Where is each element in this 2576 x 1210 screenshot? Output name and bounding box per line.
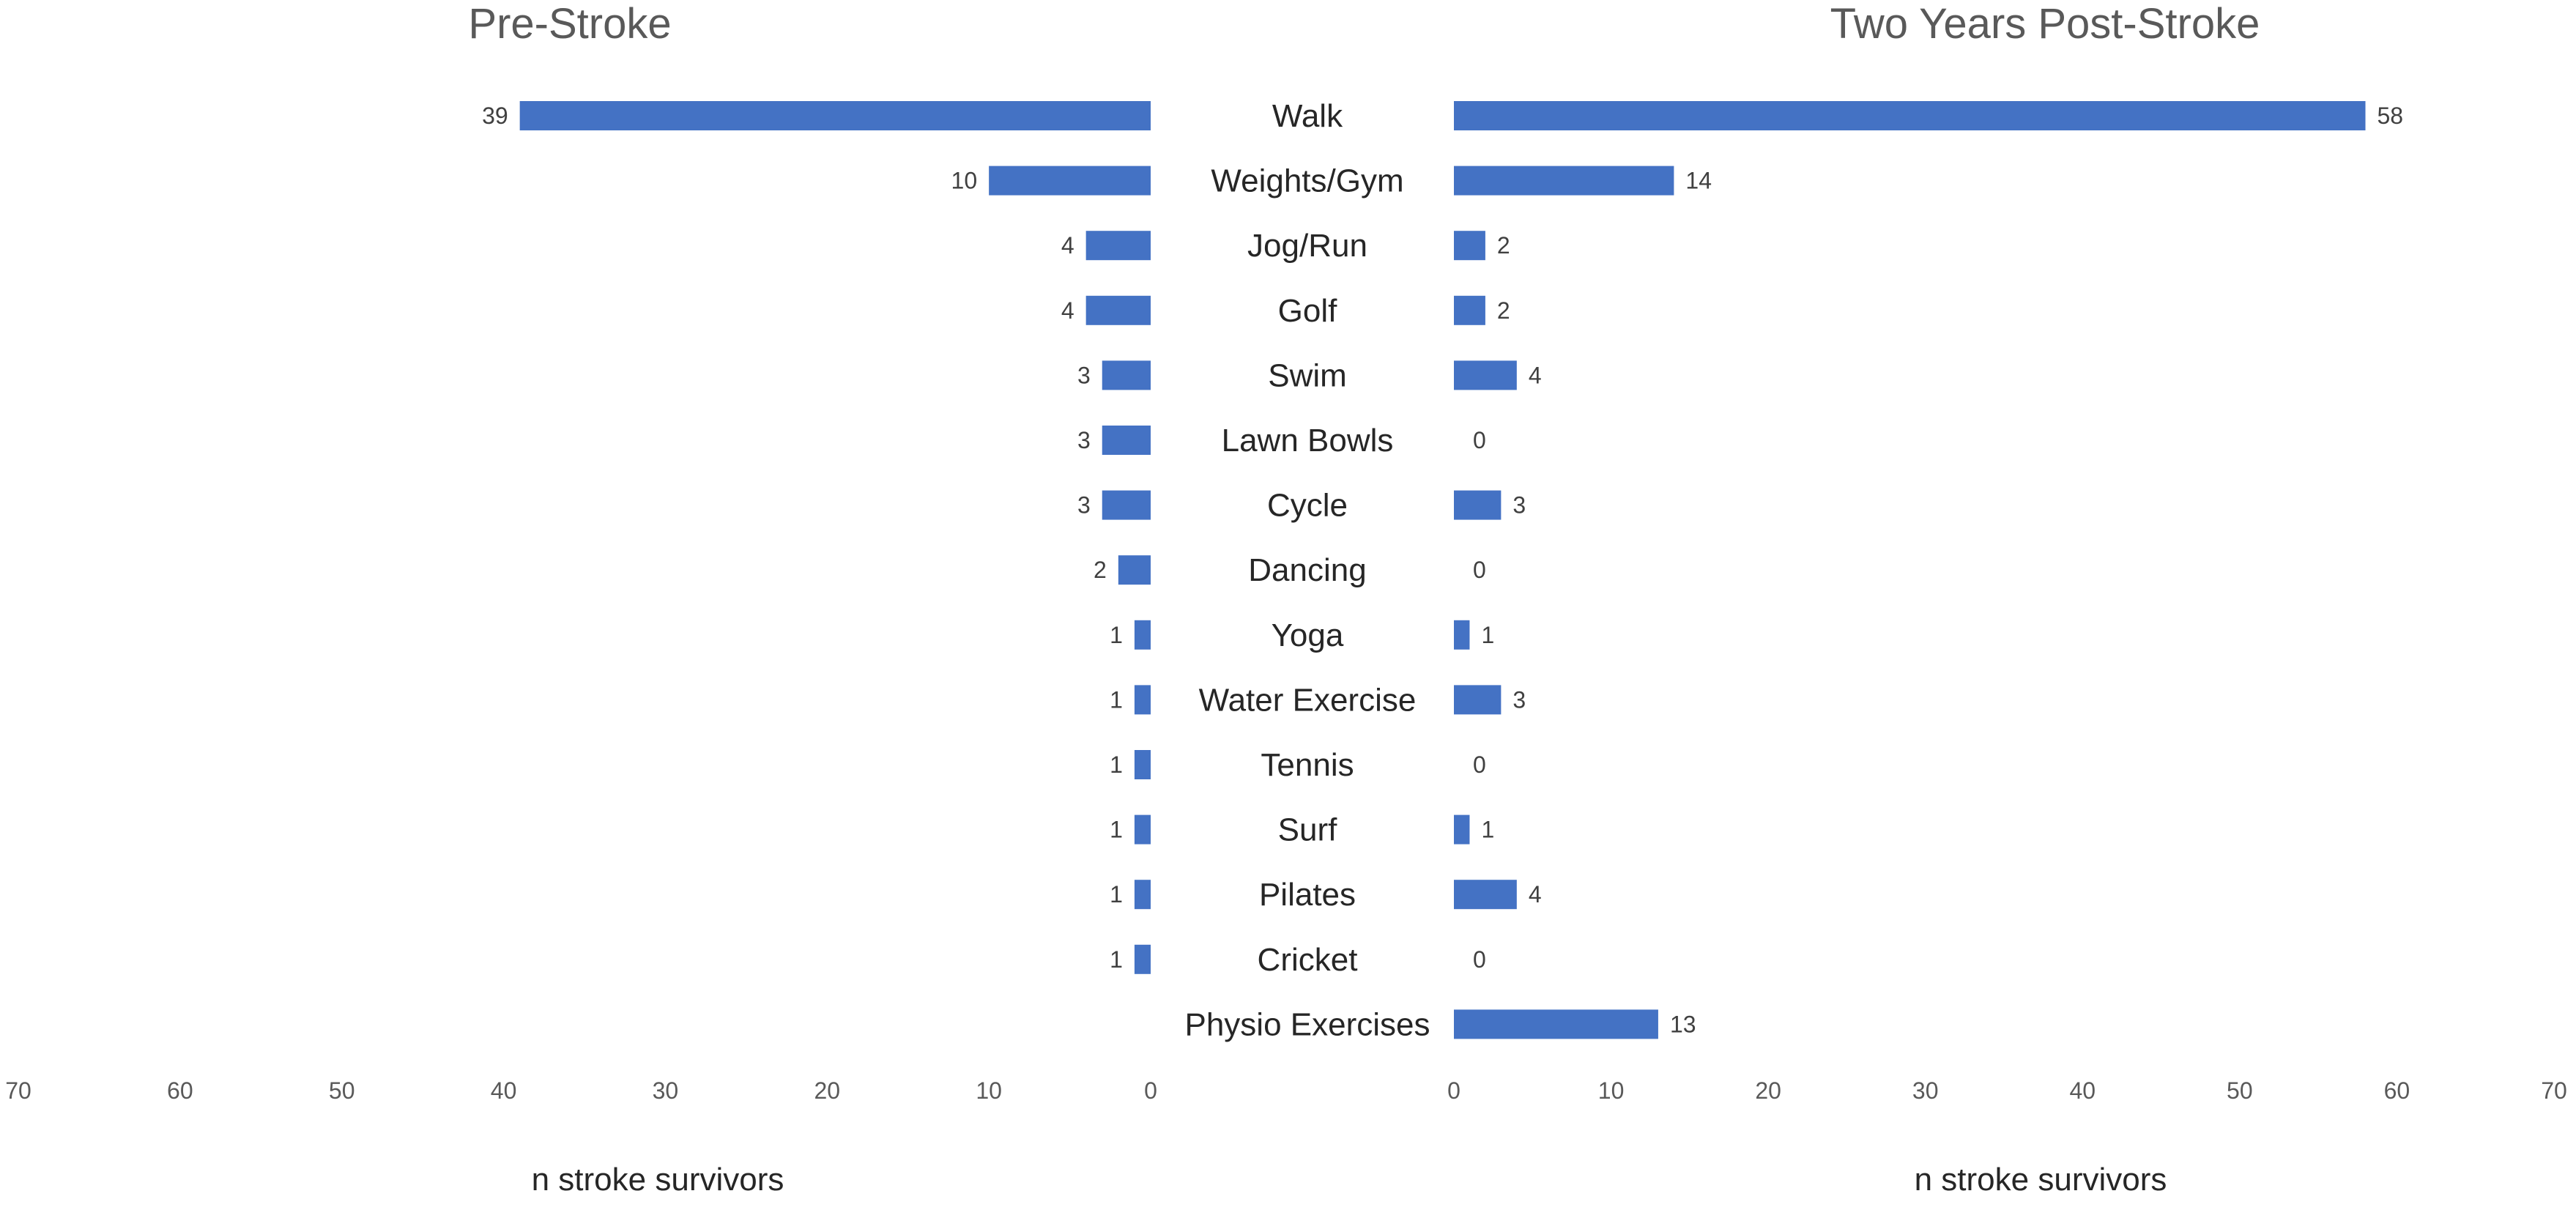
bar-pre-stroke xyxy=(1134,814,1151,845)
category-label: Walk xyxy=(1272,98,1343,134)
bar-post-stroke xyxy=(1454,101,2366,130)
bar-pre-stroke xyxy=(1102,490,1151,520)
category-label: Cricket xyxy=(1258,942,1358,978)
tick-label-pre-stroke: 10 xyxy=(976,1077,1002,1104)
data-label-post-stroke: 4 xyxy=(1529,881,1542,908)
data-label-pre-stroke: 1 xyxy=(1110,817,1123,843)
bar-pre-stroke xyxy=(1102,360,1151,390)
bar-post-stroke xyxy=(1454,490,1502,520)
bar-post-stroke xyxy=(1454,231,1485,261)
bar-pre-stroke xyxy=(1102,426,1151,455)
bar-post-stroke xyxy=(1454,295,1485,325)
data-label-pre-stroke: 4 xyxy=(1061,232,1074,259)
bar-pre-stroke xyxy=(1085,295,1151,325)
category-label: Golf xyxy=(1278,293,1337,329)
tick-label-pre-stroke: 30 xyxy=(653,1077,679,1104)
bar-pre-stroke xyxy=(1134,685,1151,715)
tick-label-post-stroke: 50 xyxy=(2227,1077,2253,1104)
data-label-pre-stroke: 39 xyxy=(482,103,508,129)
data-label-pre-stroke: 3 xyxy=(1077,427,1091,453)
x-axis-label-post-stroke: n stroke survivors xyxy=(1915,1162,2167,1198)
axis-labels-layer: n stroke survivors n stroke survivors xyxy=(532,1162,2167,1198)
data-label-post-stroke: 2 xyxy=(1497,232,1510,259)
category-label: Physio Exercises xyxy=(1184,1006,1430,1042)
tick-label-pre-stroke: 40 xyxy=(491,1077,517,1104)
tick-label-pre-stroke: 20 xyxy=(814,1077,840,1104)
data-label-pre-stroke: 3 xyxy=(1077,362,1091,388)
bars-layer xyxy=(519,101,2366,1039)
category-label: Cycle xyxy=(1267,488,1348,524)
data-label-post-stroke: 3 xyxy=(1512,492,1526,519)
bar-post-stroke xyxy=(1454,1009,1658,1039)
tick-label-post-stroke: 20 xyxy=(1755,1077,1781,1104)
data-label-pre-stroke: 1 xyxy=(1110,622,1123,648)
bar-post-stroke xyxy=(1454,880,1517,910)
data-label-post-stroke: 2 xyxy=(1497,297,1510,324)
category-label: Jog/Run xyxy=(1247,228,1367,264)
bar-pre-stroke xyxy=(1134,620,1151,650)
data-label-pre-stroke: 10 xyxy=(951,168,978,194)
data-label-post-stroke: 1 xyxy=(1481,622,1494,648)
bar-pre-stroke xyxy=(989,166,1151,196)
bar-post-stroke xyxy=(1454,620,1470,650)
category-label: Surf xyxy=(1278,812,1337,848)
bar-pre-stroke xyxy=(1085,231,1151,261)
data-label-pre-stroke: 1 xyxy=(1110,686,1123,713)
data-label-post-stroke: 3 xyxy=(1512,686,1526,713)
category-labels-layer: Walk Weights/Gym Jog/Run Golf Swim Lawn Bowls… xyxy=(1184,98,1430,1042)
category-label: Dancing xyxy=(1248,552,1366,588)
bar-pre-stroke xyxy=(519,101,1151,130)
data-label-post-stroke: 14 xyxy=(1685,168,1712,194)
axis-ticks-layer: 70 60 50 40 30 20 10 0 0 10 20 30 40 50 60 70 xyxy=(5,1077,2567,1104)
data-label-post-stroke: 4 xyxy=(1529,362,1542,388)
data-label-post-stroke: 0 xyxy=(1473,751,1486,778)
data-label-post-stroke: 0 xyxy=(1473,557,1486,583)
data-label-pre-stroke: 1 xyxy=(1110,946,1123,973)
title-pre-stroke: Pre-Stroke xyxy=(468,0,671,48)
tick-label-post-stroke: 40 xyxy=(2069,1077,2096,1104)
tick-label-pre-stroke: 60 xyxy=(167,1077,193,1104)
bar-pre-stroke xyxy=(1118,555,1151,585)
tick-label-post-stroke: 0 xyxy=(1447,1077,1460,1104)
tick-label-post-stroke: 60 xyxy=(2384,1077,2410,1104)
category-label: Weights/Gym xyxy=(1211,163,1403,199)
tick-label-pre-stroke: 70 xyxy=(5,1077,31,1104)
bar-post-stroke xyxy=(1454,166,1674,196)
bar-pre-stroke xyxy=(1134,880,1151,910)
panel-titles: Pre-Stroke Two Years Post-Stroke xyxy=(468,0,2260,48)
data-label-pre-stroke: 4 xyxy=(1061,297,1074,324)
tick-label-pre-stroke: 50 xyxy=(329,1077,355,1104)
data-label-post-stroke: 0 xyxy=(1473,946,1486,973)
bar-pre-stroke xyxy=(1134,944,1151,974)
category-label: Lawn Bowls xyxy=(1222,423,1394,459)
tick-label-post-stroke: 30 xyxy=(1912,1077,1939,1104)
title-two-years-post-stroke: Two Years Post-Stroke xyxy=(1830,0,2260,48)
bar-post-stroke xyxy=(1454,814,1470,845)
category-label: Swim xyxy=(1268,357,1347,393)
bar-post-stroke xyxy=(1454,360,1517,390)
bar-post-stroke xyxy=(1454,685,1502,715)
data-label-pre-stroke: 1 xyxy=(1110,881,1123,908)
x-axis-label-pre-stroke: n stroke survivors xyxy=(532,1162,784,1198)
data-label-post-stroke: 1 xyxy=(1481,817,1494,843)
data-label-pre-stroke: 3 xyxy=(1077,492,1091,519)
tick-label-post-stroke: 10 xyxy=(1598,1077,1625,1104)
bar-pre-stroke xyxy=(1134,750,1151,779)
tick-label-pre-stroke: 0 xyxy=(1144,1077,1157,1104)
data-label-pre-stroke: 1 xyxy=(1110,751,1123,778)
data-label-pre-stroke: 2 xyxy=(1094,557,1107,583)
data-label-post-stroke: 0 xyxy=(1473,427,1486,453)
data-label-post-stroke: 58 xyxy=(2378,103,2404,129)
category-label: Water Exercise xyxy=(1199,682,1417,718)
category-label: Tennis xyxy=(1261,747,1354,783)
tick-label-post-stroke: 70 xyxy=(2541,1077,2567,1104)
category-label: Yoga xyxy=(1272,617,1344,653)
data-label-post-stroke: 13 xyxy=(1670,1011,1696,1037)
category-label: Pilates xyxy=(1259,877,1356,913)
